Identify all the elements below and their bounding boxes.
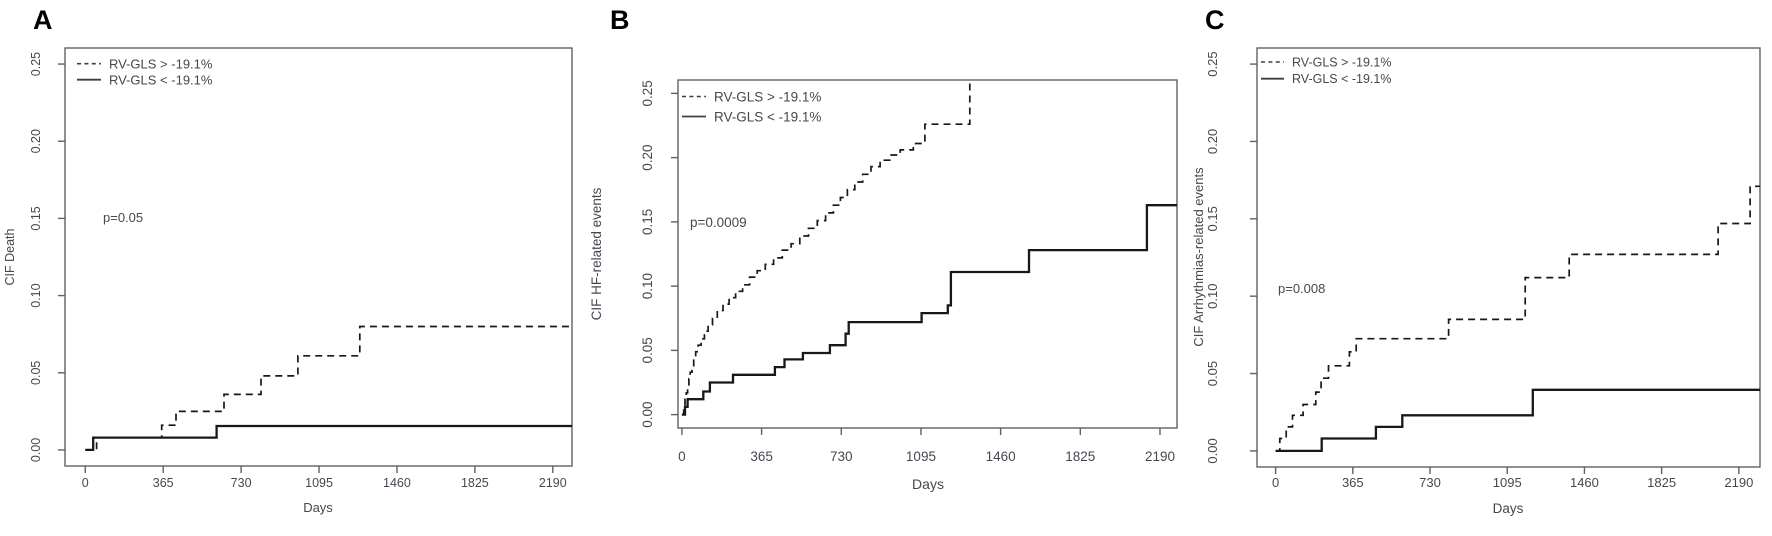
panel-b-y-axis-title: CIF HF-related events xyxy=(589,187,604,320)
y-tick-label: 0.25 xyxy=(1205,51,1220,76)
panel-a-letter: A xyxy=(33,5,53,35)
x-tick-label: 2190 xyxy=(539,476,567,490)
panel-b: B 0 365 730 1095 1460 1825 2190 0.00 0.05 0.10 0.1… xyxy=(589,5,1178,492)
y-tick-label: 0.10 xyxy=(29,283,43,307)
y-tick-label: 0.15 xyxy=(29,206,43,230)
y-tick-label: 0.10 xyxy=(640,273,655,299)
x-tick-label: 365 xyxy=(1342,475,1364,490)
x-tick-label: 2190 xyxy=(1724,475,1753,490)
panel-a-y-axis-title: CIF Death xyxy=(3,228,17,285)
x-tick-label: 0 xyxy=(1272,475,1279,490)
panel-c-generated: 0 365 730 1095 1460 1825 2190 0.00 0.05 0.10 0.15 0… xyxy=(1205,47,1761,490)
panel-c-legend: RV-GLS > -19.1% RV-GLS < -19.1% xyxy=(1261,56,1391,86)
x-tick-label: 1095 xyxy=(305,476,333,490)
panel-b-letter: B xyxy=(610,5,630,35)
panel-c-y-axis-title: CIF Arrhythmias-related events xyxy=(1191,167,1206,347)
curve-rv-gls-below-cutoff xyxy=(681,204,1177,416)
x-tick-label: 1825 xyxy=(1647,475,1676,490)
x-tick-label: 2190 xyxy=(1145,449,1175,464)
y-tick-label: 0.15 xyxy=(640,209,655,235)
curve-rv-gls-below-cutoff xyxy=(85,424,572,452)
panel-a-x-axis-title: Days xyxy=(303,500,333,515)
panel-a-generated: 0 365 730 1095 1460 1825 2190 0.00 0.05 0.10 0.15 0… xyxy=(29,47,573,490)
y-tick-label: 0.25 xyxy=(29,52,43,76)
panel-c-x-axis-title: Days xyxy=(1493,501,1524,516)
x-tick-label: 1095 xyxy=(1493,475,1522,490)
plot-box xyxy=(677,79,1178,429)
y-tick-label: 0.20 xyxy=(640,144,655,170)
panel-a-legend: RV-GLS > -19.1% RV-GLS < -19.1% xyxy=(77,57,213,88)
x-tick-label: 730 xyxy=(231,476,252,490)
x-tick-label: 365 xyxy=(153,476,174,490)
y-tick-label: 0.00 xyxy=(1205,438,1220,463)
legend-entry-solid: RV-GLS < -19.1% xyxy=(714,110,821,125)
legend-entry-dashed: RV-GLS > -19.1% xyxy=(714,90,821,105)
plot-box xyxy=(64,47,573,467)
x-tick-label: 1460 xyxy=(383,476,411,490)
panel-b-legend: RV-GLS > -19.1% RV-GLS < -19.1% xyxy=(682,90,821,125)
panel-b-p-value: p=0.0009 xyxy=(690,215,747,230)
y-tick-label: 0.10 xyxy=(1205,284,1220,309)
curve-rv-gls-above-cutoff xyxy=(1275,185,1760,452)
curve-rv-gls-above-cutoff xyxy=(85,325,572,451)
x-tick-label: 0 xyxy=(678,449,686,464)
legend-entry-solid: RV-GLS < -19.1% xyxy=(1292,72,1391,86)
legend-entry-dashed: RV-GLS > -19.1% xyxy=(1292,56,1391,70)
panel-a-p-value: p=0.05 xyxy=(103,210,143,225)
y-tick-label: 0.00 xyxy=(640,401,655,427)
x-tick-label: 365 xyxy=(750,449,773,464)
panel-b-x-axis-title: Days xyxy=(912,476,944,492)
plot-box xyxy=(1256,47,1761,468)
panel-b-generated: 0 365 730 1095 1460 1825 2190 0.00 0.05 0.10 0.15 0… xyxy=(640,79,1178,464)
y-tick-label: 0.05 xyxy=(640,337,655,363)
y-tick-label: 0.20 xyxy=(1205,129,1220,154)
y-tick-label: 0.20 xyxy=(29,129,43,153)
x-tick-label: 0 xyxy=(82,476,89,490)
y-tick-label: 0.15 xyxy=(1205,206,1220,231)
panel-c: C 0 365 730 1095 1460 1825 2190 0.00 0.05 0.10 0.1… xyxy=(1191,5,1761,516)
y-tick-label: 0.00 xyxy=(29,438,43,462)
legend-entry-dashed: RV-GLS > -19.1% xyxy=(109,57,213,72)
panel-c-letter: C xyxy=(1205,5,1225,35)
y-tick-label: 0.25 xyxy=(640,80,655,106)
curve-rv-gls-below-cutoff xyxy=(1275,388,1760,453)
x-tick-label: 730 xyxy=(830,449,853,464)
x-tick-label: 730 xyxy=(1419,475,1441,490)
x-tick-label: 1825 xyxy=(461,476,489,490)
y-tick-label: 0.05 xyxy=(29,361,43,385)
panel-c-p-value: p=0.008 xyxy=(1278,281,1325,296)
panel-a: A 0 365 730 1095 1460 1825 2190 0.00 0.05 0.10 0.1… xyxy=(3,5,573,515)
y-tick-label: 0.05 xyxy=(1205,361,1220,386)
legend-entry-solid: RV-GLS < -19.1% xyxy=(109,73,213,88)
x-tick-label: 1095 xyxy=(906,449,936,464)
x-tick-label: 1460 xyxy=(1570,475,1599,490)
curve-rv-gls-above-cutoff xyxy=(681,80,971,416)
x-tick-label: 1460 xyxy=(986,449,1016,464)
x-tick-label: 1825 xyxy=(1065,449,1095,464)
